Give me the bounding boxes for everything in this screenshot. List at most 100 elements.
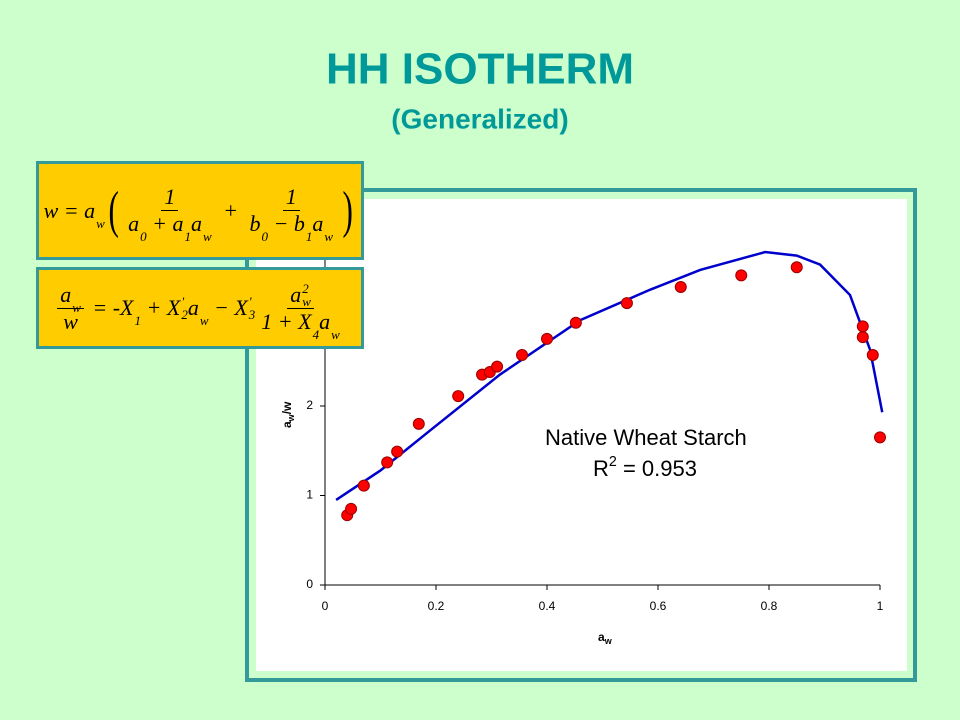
scripts: w bbox=[200, 301, 209, 327]
scripts: 4 bbox=[313, 315, 320, 341]
x-tick-label: 0.8 bbox=[761, 599, 778, 613]
expression: 1 bbox=[286, 184, 297, 210]
scripts: ' 3 bbox=[249, 295, 256, 321]
label-superscript: 2 bbox=[609, 454, 617, 470]
superscript: ' bbox=[181, 294, 185, 309]
operator: 1 + bbox=[261, 308, 299, 334]
operator: 1 bbox=[285, 184, 297, 209]
data-point bbox=[412, 417, 425, 430]
scripts: 1 bbox=[185, 217, 192, 243]
data-point bbox=[866, 348, 879, 361]
label-subscript: w bbox=[286, 413, 296, 422]
numerator: 1 bbox=[161, 184, 179, 211]
data-point bbox=[674, 280, 687, 293]
label-text: a bbox=[598, 630, 605, 644]
label-text: /w bbox=[280, 401, 294, 414]
symbol: a bbox=[191, 211, 202, 236]
data-point bbox=[491, 360, 504, 373]
numerator: 1 bbox=[282, 184, 300, 211]
scripts: 0 bbox=[262, 217, 269, 243]
subscript: w bbox=[199, 313, 209, 328]
subscript: w bbox=[203, 229, 212, 244]
data-point bbox=[357, 479, 370, 492]
x-axis-label: aw bbox=[598, 630, 613, 646]
symbol: X bbox=[120, 295, 134, 320]
symbol: a bbox=[312, 211, 324, 236]
symbol: X bbox=[298, 308, 312, 334]
subscript: w bbox=[302, 293, 311, 309]
symbol: X bbox=[234, 295, 248, 320]
subscript: 4 bbox=[312, 326, 320, 342]
data-point bbox=[345, 502, 358, 515]
subscript: w bbox=[96, 215, 105, 231]
symbol: a bbox=[172, 211, 184, 236]
scripts: w bbox=[96, 204, 105, 230]
symbol: a bbox=[319, 308, 331, 334]
subscript: w bbox=[324, 229, 334, 244]
y-tick-label: 1 bbox=[306, 488, 313, 502]
scripts: w bbox=[324, 217, 333, 243]
symbol: w bbox=[43, 197, 59, 223]
label-text: a bbox=[280, 421, 294, 428]
expression: 1 bbox=[164, 184, 175, 210]
scripts: 0 bbox=[140, 217, 147, 243]
operator: + bbox=[217, 197, 244, 223]
label-text: = 0.953 bbox=[617, 456, 697, 481]
symbol: a bbox=[128, 211, 140, 236]
data-point bbox=[569, 316, 582, 329]
data-point bbox=[452, 390, 465, 403]
subscript: 1 bbox=[305, 229, 313, 244]
subscript: 3 bbox=[248, 307, 256, 322]
subscript: 1 bbox=[134, 313, 142, 328]
data-point bbox=[874, 431, 886, 444]
label-subscript: w bbox=[604, 636, 613, 646]
data-point bbox=[516, 348, 529, 361]
slide-title: HH ISOTHERM bbox=[326, 45, 634, 94]
subscript: w bbox=[72, 299, 81, 315]
slide-subtitle: (Generalized) bbox=[391, 103, 568, 134]
y-tick-label: 0 bbox=[306, 577, 313, 591]
operator: + bbox=[146, 211, 173, 236]
operator: 1 bbox=[164, 184, 176, 209]
data-point bbox=[856, 331, 869, 344]
operator: w bbox=[63, 308, 78, 334]
y-tick-label: 2 bbox=[306, 398, 313, 412]
label-text: R bbox=[593, 456, 609, 481]
subscript: 0 bbox=[261, 229, 269, 244]
x-tick-label: 0.4 bbox=[539, 599, 556, 613]
r-squared: R2 = 0.953 bbox=[593, 454, 697, 481]
data-point bbox=[391, 445, 404, 458]
x-tick-label: 0.2 bbox=[428, 599, 445, 613]
plot-area bbox=[256, 199, 907, 671]
x-tick-label: 0.6 bbox=[650, 599, 667, 613]
parenthesis: ( bbox=[108, 182, 119, 239]
subscript: 1 bbox=[184, 229, 192, 244]
denominator: w bbox=[60, 309, 81, 335]
subscript: w bbox=[331, 326, 340, 342]
data-point bbox=[620, 297, 633, 310]
expression: w bbox=[63, 309, 78, 335]
y-axis-label: aw/w bbox=[280, 401, 296, 428]
symbol: a bbox=[290, 281, 302, 307]
operator: = bbox=[58, 197, 85, 223]
data-point bbox=[381, 456, 394, 469]
operator: = - bbox=[86, 295, 121, 320]
operator: − bbox=[268, 211, 294, 236]
symbol: b bbox=[293, 211, 305, 236]
scripts: 1 bbox=[135, 301, 142, 327]
data-point bbox=[735, 269, 748, 282]
symbol: a bbox=[84, 197, 96, 223]
